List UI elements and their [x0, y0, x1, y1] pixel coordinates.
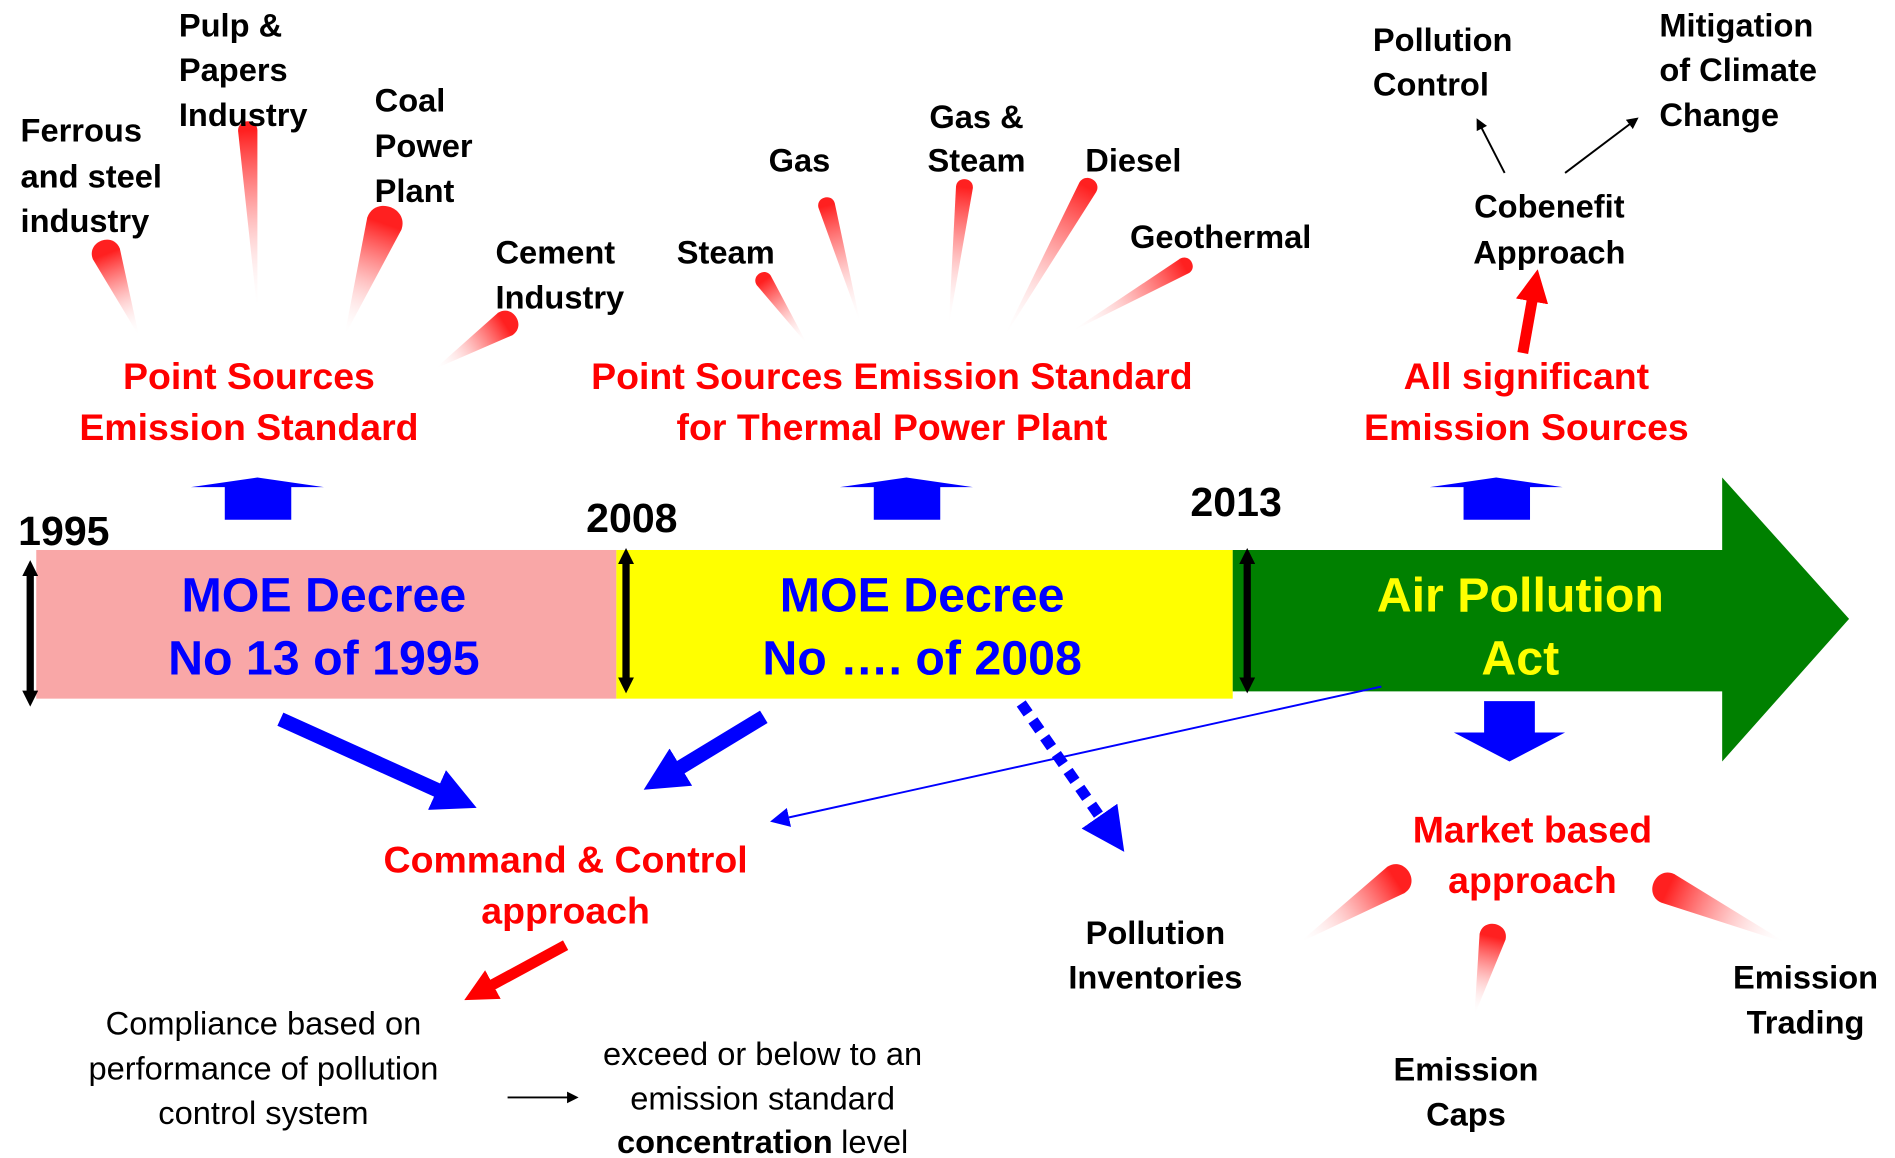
decree-label: No 13 of 1995	[168, 631, 480, 685]
result-bold: concentration	[617, 1123, 833, 1158]
arrow	[277, 712, 477, 810]
decree-label: MOE Decree	[780, 569, 1065, 623]
outcome: Mitigation	[1659, 6, 1813, 43]
result: emission standard	[630, 1080, 895, 1117]
industry: industry	[21, 202, 150, 239]
approach-label: Market based	[1413, 808, 1652, 850]
period-bar	[616, 549, 1233, 699]
year: 2013	[1190, 479, 1281, 525]
scope-label: for Thermal Power Plant	[677, 406, 1108, 448]
arrow	[643, 710, 768, 790]
outcome: Pollution	[1373, 21, 1513, 58]
cobenefit-label: Cobenefit	[1474, 188, 1625, 225]
industry: Papers	[179, 51, 288, 88]
flame	[435, 310, 519, 369]
flame	[755, 272, 808, 345]
compliance: Compliance based on	[106, 1005, 422, 1042]
flame	[1069, 257, 1193, 333]
flame	[238, 121, 258, 312]
result: exceed or below to an	[603, 1035, 922, 1072]
inventories: Inventories	[1068, 959, 1242, 996]
flame	[1003, 177, 1098, 339]
approach-label: approach	[481, 889, 650, 931]
compliance: control system	[158, 1094, 368, 1131]
instrument: Emission	[1393, 1051, 1538, 1088]
arrow	[1476, 118, 1506, 174]
power-plant: Gas &	[929, 98, 1023, 135]
flames	[91, 121, 1787, 1016]
approach-label: Command & Control	[384, 839, 748, 881]
period-arrow	[1232, 477, 1850, 762]
power-plant: Steam	[928, 142, 1026, 179]
flame	[344, 205, 403, 337]
compliance: performance of pollution	[88, 1049, 438, 1086]
power-plant: Diesel	[1085, 142, 1181, 179]
industry: Power	[375, 127, 473, 164]
flame	[948, 179, 973, 327]
flame	[1652, 872, 1787, 943]
cobenefit-label: Approach	[1473, 234, 1625, 271]
industry: Ferrous	[21, 112, 142, 149]
decree-label: MOE Decree	[182, 569, 467, 623]
scope-label: Point Sources	[123, 355, 375, 397]
thin-arrow	[770, 685, 1382, 827]
inventories: Pollution	[1086, 914, 1226, 951]
instrument: Emission	[1733, 959, 1878, 996]
result-tail: level	[841, 1123, 908, 1158]
instrument: Caps	[1426, 1095, 1506, 1132]
decree-label: Act	[1481, 631, 1559, 685]
power-plant: Geothermal	[1130, 218, 1311, 255]
flame	[91, 239, 139, 337]
power-plant: Gas	[769, 142, 831, 179]
up-arrow	[839, 477, 973, 520]
up-arrow	[1429, 477, 1563, 520]
approach-label: approach	[1448, 859, 1617, 901]
scope-label: Emission Standard	[79, 406, 418, 448]
outcome: Change	[1659, 96, 1779, 133]
scope-label: All significant	[1404, 355, 1650, 397]
down-arrow	[1453, 701, 1566, 762]
industry: and steel	[21, 157, 162, 194]
outcome: of Climate	[1659, 51, 1817, 88]
up-arrow	[190, 477, 324, 520]
decree-label: Air Pollution	[1377, 569, 1664, 623]
year: 1995	[18, 508, 109, 554]
industry: Coal	[375, 81, 446, 118]
flame	[1299, 864, 1412, 943]
year: 2008	[586, 495, 677, 541]
arrow	[1564, 117, 1639, 174]
industry: Plant	[375, 172, 455, 209]
scope-label: Emission Sources	[1364, 406, 1689, 448]
flame	[1474, 923, 1506, 1016]
flame	[818, 197, 861, 324]
industry: Industry	[179, 96, 308, 133]
red-arrow	[464, 940, 569, 1001]
industry: Pulp &	[179, 6, 282, 43]
up-arrows	[190, 477, 1566, 762]
boundaries	[22, 548, 1256, 707]
decree-label: No …. of 2008	[762, 631, 1082, 685]
period-bar	[36, 549, 617, 699]
dotted-arrow	[1016, 700, 1125, 852]
industry: Industry	[496, 278, 625, 315]
result: concentration level	[617, 1123, 908, 1158]
power-plant: Steam	[677, 234, 775, 271]
outcome: Control	[1373, 66, 1489, 103]
instrument: Trading	[1747, 1003, 1865, 1040]
industry: Cement	[496, 234, 616, 271]
red-arrow	[1515, 269, 1549, 354]
scope-label: Point Sources Emission Standard	[591, 355, 1192, 397]
